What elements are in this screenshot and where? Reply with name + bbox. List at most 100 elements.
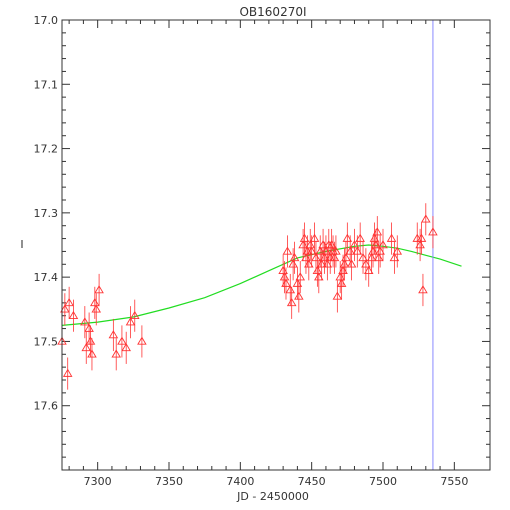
triangle-marker xyxy=(60,304,70,313)
data-point xyxy=(117,325,127,358)
triangle-marker xyxy=(288,259,298,268)
data-point xyxy=(319,241,330,274)
y-tick-label: 17.1 xyxy=(34,78,59,91)
data-point xyxy=(281,267,291,300)
triangle-marker xyxy=(352,246,363,255)
triangle-marker xyxy=(68,310,79,319)
triangle-marker xyxy=(358,252,368,262)
triangle-marker xyxy=(304,259,314,268)
triangle-marker xyxy=(369,233,380,242)
data-point xyxy=(137,325,147,358)
data-point xyxy=(326,228,337,262)
triangle-marker xyxy=(318,240,328,249)
data-point xyxy=(81,331,92,364)
triangle-marker xyxy=(361,259,371,268)
triangle-marker xyxy=(295,272,306,281)
triangle-marker xyxy=(428,227,438,236)
triangle-marker xyxy=(342,233,353,242)
triangle-marker xyxy=(94,285,104,294)
triangle-marker xyxy=(81,342,92,352)
data-point xyxy=(111,338,122,371)
triangle-marker xyxy=(64,297,74,307)
data-point xyxy=(304,248,314,281)
y-tick-label: 17.3 xyxy=(34,207,59,220)
data-point xyxy=(373,241,384,274)
triangle-marker xyxy=(346,259,357,268)
data-point xyxy=(336,267,347,300)
triangle-marker xyxy=(125,317,136,326)
triangle-marker xyxy=(62,368,73,377)
data-point xyxy=(415,228,425,262)
x-axis-label: JD - 2450000 xyxy=(236,490,309,503)
triangle-marker xyxy=(336,278,347,287)
y-axis-label: I xyxy=(20,238,23,251)
triangle-marker xyxy=(278,265,288,274)
triangle-marker xyxy=(314,272,324,281)
triangle-marker xyxy=(299,233,310,242)
data-point xyxy=(306,235,317,268)
triangle-marker xyxy=(285,285,296,294)
data-point xyxy=(329,241,340,274)
triangle-marker xyxy=(301,252,311,262)
x-tick-label: 7300 xyxy=(84,475,112,488)
y-tick-label: 17.0 xyxy=(34,14,59,27)
triangle-marker xyxy=(416,233,427,242)
data-point xyxy=(298,228,308,262)
data-point xyxy=(316,248,327,281)
triangle-marker xyxy=(117,336,127,345)
triangle-marker xyxy=(375,246,385,255)
triangle-marker xyxy=(298,240,308,249)
triangle-marker xyxy=(386,233,397,242)
triangle-marker xyxy=(373,252,384,262)
data-point xyxy=(129,299,140,332)
data-point xyxy=(342,222,353,255)
triangle-marker xyxy=(80,317,90,326)
triangle-marker xyxy=(421,214,431,223)
triangle-marker xyxy=(316,259,327,268)
triangle-marker xyxy=(335,272,345,281)
data-point xyxy=(331,235,341,268)
data-point xyxy=(301,241,311,274)
plot-frame xyxy=(61,19,491,471)
data-point xyxy=(91,293,102,326)
triangle-marker xyxy=(286,297,297,307)
triangle-marker xyxy=(418,285,428,294)
data-point xyxy=(64,286,74,319)
triangle-marker xyxy=(366,252,377,262)
model-curve xyxy=(61,244,462,326)
data-point xyxy=(369,222,380,255)
triangle-marker xyxy=(389,252,400,262)
triangle-marker xyxy=(319,252,330,262)
triangle-marker xyxy=(339,259,350,268)
triangle-marker xyxy=(363,265,374,274)
data-point xyxy=(386,222,397,255)
y-tick-label: 17.6 xyxy=(34,400,59,413)
triangle-marker xyxy=(349,240,360,249)
data-point xyxy=(299,222,310,255)
triangle-marker xyxy=(292,278,303,287)
data-point xyxy=(428,216,438,249)
triangle-marker xyxy=(392,246,403,255)
triangle-marker xyxy=(289,252,300,262)
x-tick-label: 7550 xyxy=(440,475,468,488)
data-point xyxy=(375,235,385,268)
data-point xyxy=(371,228,381,262)
data-point xyxy=(62,357,73,390)
data-point xyxy=(358,241,368,274)
data-point xyxy=(341,241,351,274)
triangle-marker xyxy=(279,272,290,281)
data-point xyxy=(322,248,333,281)
data-point xyxy=(295,261,306,294)
data-point xyxy=(418,273,428,307)
y-tick-label: 17.5 xyxy=(34,335,59,348)
data-point xyxy=(372,216,383,249)
data-point xyxy=(363,254,374,287)
triangle-marker xyxy=(309,233,320,242)
data-point xyxy=(90,286,100,319)
data-point xyxy=(60,293,70,326)
data-point xyxy=(94,273,104,307)
x-tick-label: 7350 xyxy=(155,475,183,488)
data-point xyxy=(312,254,323,287)
data-point xyxy=(355,222,365,255)
triangle-marker xyxy=(326,240,337,249)
